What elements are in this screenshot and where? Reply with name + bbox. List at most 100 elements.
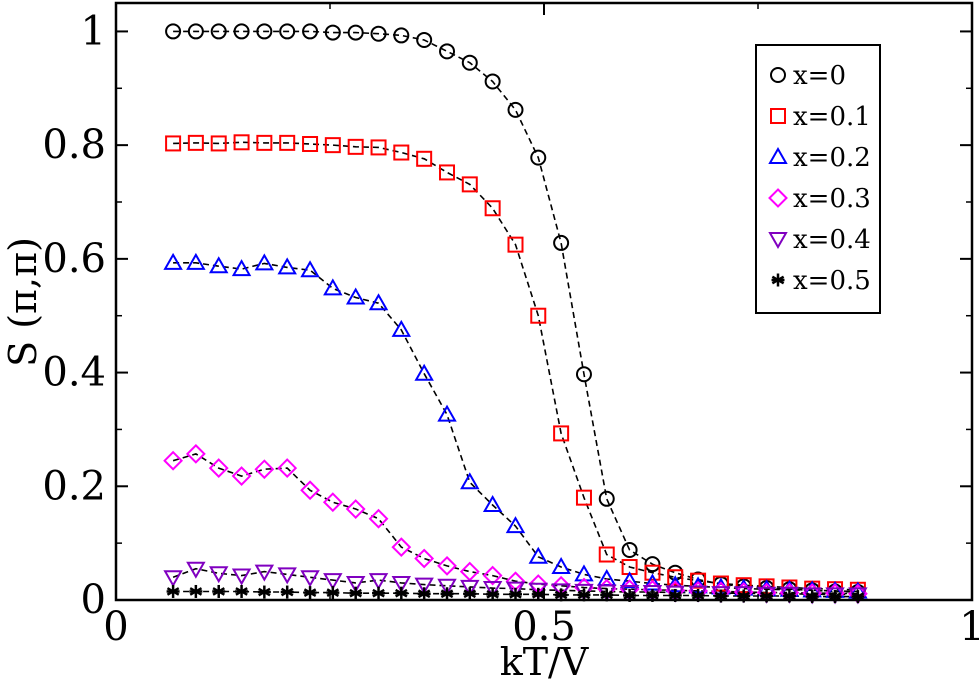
data-point-x=0.1 xyxy=(484,200,501,217)
data-point-x=0 xyxy=(165,23,182,40)
y-tick-label: 0.6 xyxy=(42,236,106,282)
legend-marker-x=0.3 xyxy=(768,188,788,208)
data-point-x=0.2 xyxy=(505,516,526,534)
data-point-x=0.3 xyxy=(185,443,206,464)
legend-marker-x=0.2 xyxy=(768,146,788,164)
data-point-x=0.2 xyxy=(231,259,252,277)
data-point-x=0 xyxy=(256,23,273,40)
data-point-x=0.4 xyxy=(460,579,480,597)
data-point-x=0.3 xyxy=(459,561,480,582)
data-point-x=0.5 xyxy=(303,586,317,600)
y-tick-label: 0.2 xyxy=(42,463,106,509)
data-point-x=0.5 xyxy=(166,584,180,598)
data-point-x=0.4 xyxy=(482,581,503,599)
data-point-x=0.2 xyxy=(323,278,343,296)
data-point-x=0 xyxy=(553,234,570,251)
data-point-x=0.3 xyxy=(322,492,343,513)
data-point-x=0.4 xyxy=(323,573,343,591)
data-point-x=0.5 xyxy=(212,584,226,598)
data-point-x=0.5 xyxy=(372,586,386,600)
data-point-x=0.3 xyxy=(231,466,252,486)
data-point-x=0 xyxy=(210,23,227,40)
data-point-x=0.1 xyxy=(461,176,478,193)
data-point-x=0.1 xyxy=(553,425,570,442)
data-point-x=0.4 xyxy=(505,581,526,599)
data-point-x=0.3 xyxy=(254,459,275,480)
data-point-x=0 xyxy=(302,23,319,40)
data-point-x=0.2 xyxy=(528,546,548,564)
y-tick-label: 0 xyxy=(81,577,106,623)
series-line-x=0.2 xyxy=(173,261,858,593)
data-point-x=0.5 xyxy=(349,586,363,600)
data-point-x=0.5 xyxy=(577,588,591,602)
data-point-x=0 xyxy=(393,27,410,44)
series-line-x=0.1 xyxy=(173,141,858,591)
data-point-x=0 xyxy=(324,24,341,41)
data-point-x=0.1 xyxy=(690,572,707,589)
data-point-x=0.5 xyxy=(486,587,500,601)
data-point-x=0.2 xyxy=(345,287,366,305)
data-point-x=0.4 xyxy=(300,570,320,588)
data-point-x=0.5 xyxy=(326,586,340,600)
y-axis-ticks: 0 0.2 0.4 0.6 0.8 1 xyxy=(42,8,972,623)
data-point-x=0.2 xyxy=(597,568,617,586)
data-point-x=0.2 xyxy=(574,564,594,582)
data-point-x=0.1 xyxy=(233,134,250,151)
y-tick-label: 1 xyxy=(81,8,106,54)
data-point-x=0 xyxy=(598,490,615,507)
data-point-x=0.5 xyxy=(280,585,294,599)
data-point-x=0.5 xyxy=(440,587,454,601)
data-point-x=0.2 xyxy=(163,252,183,270)
data-point-x=0.5 xyxy=(417,587,431,601)
data-point-x=0.2 xyxy=(551,557,571,575)
data-point-x=0.5 xyxy=(508,587,522,601)
data-point-x=0.1 xyxy=(302,136,319,153)
data-point-x=0.4 xyxy=(254,564,275,582)
data-point-x=0.1 xyxy=(575,489,592,506)
data-point-x=0 xyxy=(416,31,433,48)
x-tick-label: 1 xyxy=(959,604,979,650)
legend-label: x=0 xyxy=(793,61,846,91)
legend-marker-x=0.1 xyxy=(770,108,786,124)
data-point-x=0.2 xyxy=(414,363,434,381)
data-point-x=0.2 xyxy=(460,472,480,490)
data-point-x=0.1 xyxy=(165,135,182,152)
data-point-x=0 xyxy=(233,23,250,40)
data-point-x=0.5 xyxy=(531,587,545,601)
data-point-x=0 xyxy=(507,101,524,118)
data-point-x=0.2 xyxy=(277,257,297,275)
y-tick-label: 0.8 xyxy=(42,122,106,168)
legend-label: x=0.1 xyxy=(793,102,871,132)
x-axis-ticks: 0 0.5 1 xyxy=(103,3,979,650)
data-point-x=0.4 xyxy=(277,567,297,585)
data-point-x=0.1 xyxy=(370,139,387,156)
data-point-x=0.2 xyxy=(368,293,389,311)
data-point-x=0.5 xyxy=(235,584,249,598)
data-point-x=0.3 xyxy=(437,555,457,576)
legend-box xyxy=(755,44,881,314)
data-point-x=0.4 xyxy=(186,561,206,579)
data-point-x=0.1 xyxy=(210,135,227,152)
legend-label: x=0.3 xyxy=(793,184,871,214)
data-point-x=0.4 xyxy=(437,578,457,596)
legend-label: x=0.4 xyxy=(793,225,871,255)
data-point-x=0.5 xyxy=(189,584,203,598)
x-tick-label: 0 xyxy=(103,604,128,650)
data-point-x=0 xyxy=(575,366,592,383)
data-point-x=0.1 xyxy=(393,144,410,161)
data-point-x=0.5 xyxy=(394,586,408,600)
data-point-x=0.2 xyxy=(186,252,206,270)
data-point-x=0.3 xyxy=(482,565,503,586)
data-point-x=0.4 xyxy=(345,575,366,593)
data-point-x=0 xyxy=(187,23,204,40)
data-point-x=0.4 xyxy=(391,575,412,593)
data-point-x=0.3 xyxy=(208,458,229,479)
legend-marker-x=0 xyxy=(770,67,786,83)
data-point-x=0.1 xyxy=(324,137,341,154)
data-point-x=0.3 xyxy=(277,458,298,479)
data-point-x=0 xyxy=(439,43,456,60)
y-axis-label: S (π,π) xyxy=(1,237,45,367)
data-point-x=0.2 xyxy=(619,571,640,589)
data-point-x=0.5 xyxy=(257,585,271,599)
